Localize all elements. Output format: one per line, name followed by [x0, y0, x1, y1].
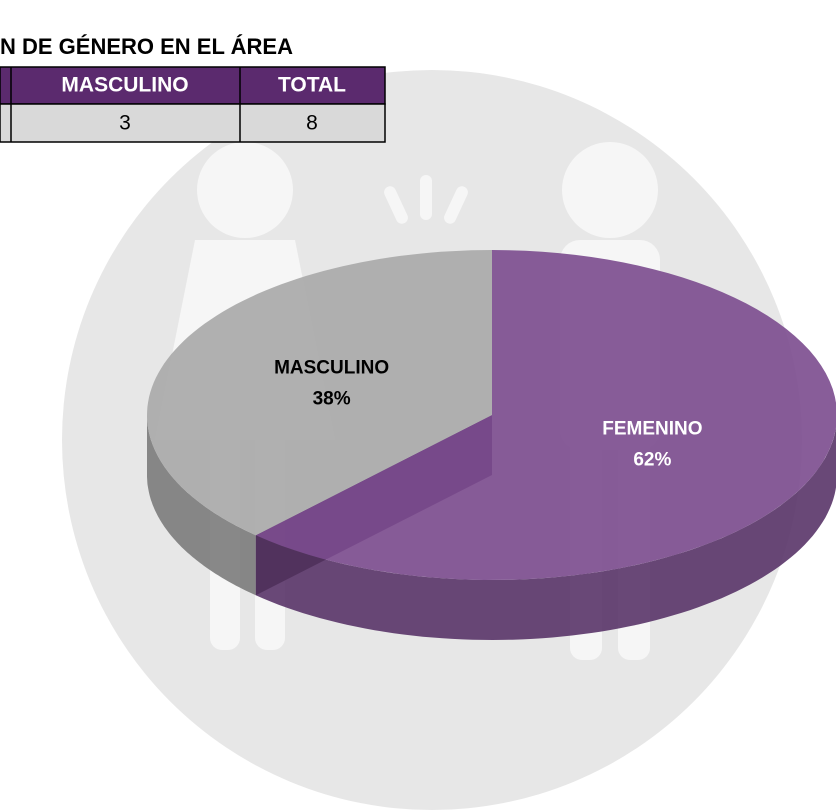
slice-value-label: 62% [633, 449, 671, 470]
table-cell: 8 [306, 112, 318, 135]
table-cell: 3 [119, 112, 131, 135]
slice-label: FEMENINO [602, 418, 702, 439]
slice-value-label: 38% [313, 389, 351, 410]
table-header: MASCULINO [61, 74, 188, 97]
title: N DE GÉNERO EN EL ÁREA [0, 34, 293, 59]
table: MASCULINO TOTAL 3 8 [0, 66, 386, 143]
pie-side [147, 415, 256, 596]
slice-label: MASCULINO [274, 358, 389, 379]
table-header: TOTAL [278, 74, 346, 97]
pie-slice [147, 250, 492, 536]
pie-slice [255, 250, 836, 580]
table-header-row [0, 66, 386, 105]
pie-side [255, 427, 836, 640]
table-body-row [0, 103, 386, 143]
